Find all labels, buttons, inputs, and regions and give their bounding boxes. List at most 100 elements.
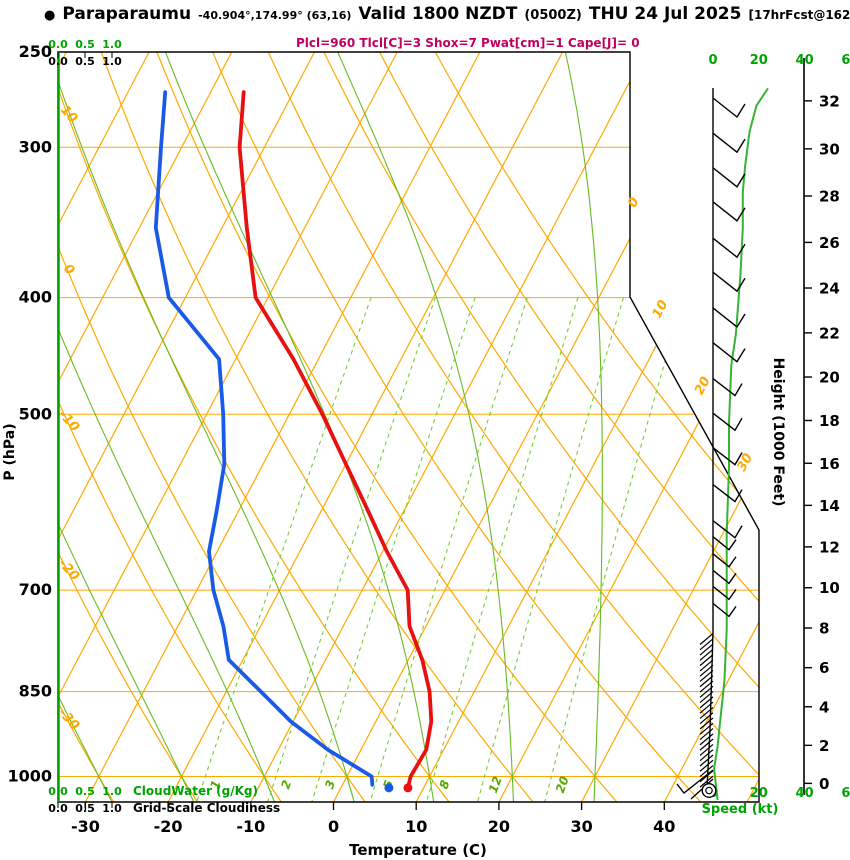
grid-line [699,648,714,661]
cloudiness-scale-bottom: 1.0 [102,802,122,815]
station-coords: -40.904°,174.99° (63,16) [198,9,352,22]
grid-path [712,484,743,503]
wind-barb-column [676,88,746,800]
grid-path [712,237,746,259]
grid-path [425,297,579,802]
grid-path [379,52,759,802]
height-tick-label: 18 [819,412,840,430]
grid-line [58,52,233,802]
bullet-icon: ● [44,8,56,23]
orange-grid [58,52,759,802]
grid-path [712,342,746,363]
grid-line [58,52,316,802]
dry-adiabat-label: 0 [60,261,77,278]
height-tick-label: 32 [819,92,840,110]
speed-axis-label: Speed (kt) [702,802,779,817]
grid-line [699,638,714,651]
grid-line [699,633,714,645]
grid-path [196,297,372,802]
grid-line [699,728,714,741]
grid-path [58,52,450,802]
grid-line [699,738,714,751]
pressure-tick-label: 1000 [7,767,52,786]
grid-labels: 100-10-20-300102030123581220250300400500… [2,38,756,859]
grid-line [699,706,714,719]
grid-line [699,680,714,693]
dry-adiabat-label: 10 [57,103,80,126]
title-bar: ● Paraparaumu -40.904°,174.99° (63,16) V… [44,4,850,24]
grid-line [167,52,564,802]
temperature-tick-label: -10 [236,817,265,836]
grid-line [498,52,759,802]
grid-path [712,271,746,293]
grid-path [712,167,746,188]
height-tick-label: 12 [819,538,840,556]
cloudwater-scale-bottom: 0.5 [75,785,95,798]
temperature-curve [237,90,434,790]
cloudiness-label: Grid-Scale Cloudiness [133,801,280,815]
grid-line [699,654,714,667]
grid-line [58,52,398,802]
grid-line [699,765,714,778]
temperature-tick-label: 40 [653,817,675,836]
grid-path [100,52,534,802]
cloudiness-scale-top: 1.0 [102,55,122,68]
grid-line [699,675,714,688]
grid-line [415,52,759,802]
grid-line [699,775,714,788]
height-tick-label: 28 [819,188,840,206]
cloudwater-scale-bottom: 0.0 [48,785,68,798]
height-tick-label: 14 [819,497,840,515]
speed-tick-top: 60 [841,53,850,68]
grid-line [699,643,714,656]
isotherm-label: 20 [692,374,714,397]
cloudiness-scale-bottom: 0.5 [75,802,95,815]
isotherm-label: 0 [625,195,642,210]
cloudiness-scale-top: 0.5 [75,55,95,68]
forecast-tag: [17hrFcst@1628z] [748,8,850,22]
grid-line [699,717,714,730]
isotherm-label: 10 [650,298,672,321]
pressure-tick-label: 250 [19,42,52,61]
grid-path [712,602,737,618]
grid-line [332,52,729,802]
grid-path [712,132,746,154]
grid-line [699,749,714,762]
grid-path [58,52,355,802]
grid-path [58,52,199,802]
grid-path [712,585,737,601]
isotherm-label: 30 [734,451,756,474]
grid-path [267,52,759,802]
height-tick-label: 26 [819,234,840,252]
grid-path [337,52,515,802]
height-tick-label: 6 [819,659,829,677]
cloudiness-scale-top: 0.0 [48,55,68,68]
grid-path [58,52,195,802]
grid-line [699,759,714,772]
pressure-tick-label: 850 [19,682,52,701]
temperature-tick-label: 10 [405,817,427,836]
mixing-ratio-label: 20 [553,774,572,794]
mixing-ratio-label: 12 [486,774,505,794]
grid-path [676,769,714,794]
height-tick-label: 22 [819,324,840,342]
grid-line [58,52,150,802]
grid-line [699,770,714,783]
grid-line [699,722,714,735]
temperature-tick-label: 0 [328,817,339,836]
grid-path [476,297,625,802]
station-name: Paraparaumu [62,4,192,24]
speed-tick-bottom: 40 [796,786,814,801]
grid-line [250,52,646,802]
cloudwater-scale-top: 0.0 [48,38,68,51]
grid-path [212,52,702,802]
height-tick-label: 16 [819,455,840,473]
speed-tick-top: 40 [796,53,814,68]
temperature-axis-label: Temperature (C) [349,841,487,859]
height-tick-label: 20 [819,369,840,387]
pressure-tick-label: 300 [19,137,52,156]
grid-path [156,52,618,802]
surface-temperature-dot [403,783,413,793]
